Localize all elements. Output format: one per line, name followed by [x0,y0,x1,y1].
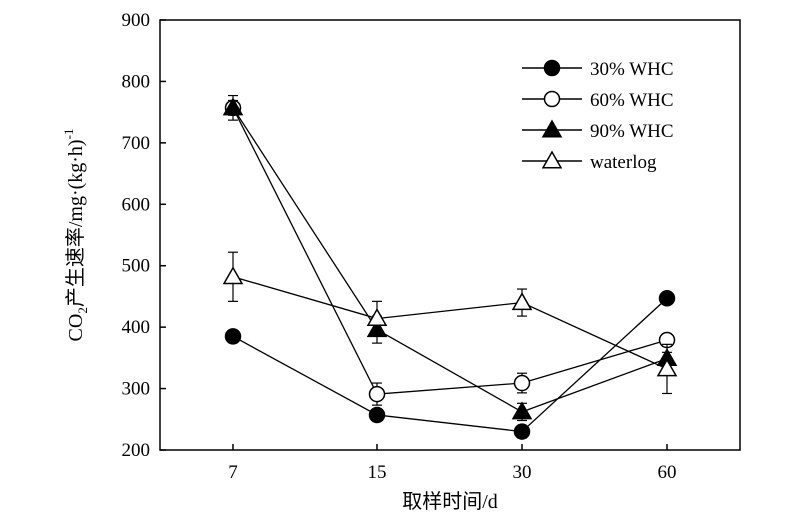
legend-item: 30% WHC [522,59,674,80]
data-point [224,328,242,345]
y-tick-label: 700 [122,133,151,154]
y-tick-label: 900 [122,10,151,31]
x-axis-title: 取样时间/d [402,490,498,513]
legend-label: waterlog [590,152,657,173]
y-axis-ticks: 200 300 400 500 600 700 800 900 [122,10,166,461]
legend-marker [543,90,561,108]
series-line [232,107,668,413]
series-line [232,107,668,395]
legend-label: 90% WHC [590,121,674,142]
y-tick-label: 800 [122,71,151,92]
series-1 [224,290,676,440]
x-tick-label: 7 [228,462,238,483]
legend-item: 90% WHC [522,119,674,142]
data-point [368,406,386,424]
series-3 [222,94,678,422]
x-tick-label: 60 [658,462,677,483]
legend-marker [541,150,563,169]
data-point [511,401,533,420]
data-point [513,423,531,440]
data-point [366,308,388,327]
legend-item: waterlog [522,150,657,173]
x-tick-label: 30 [513,462,532,483]
legend: 30% WHC 60% WHC 90% WHC waterlog [522,59,674,173]
legend-marker [541,119,563,138]
data-point [656,358,678,377]
y-tick-label: 200 [122,440,151,461]
legend-label: 30% WHC [590,59,674,80]
data-point [658,290,676,307]
y-axis-title: CO2产生速率/mg·(kg·h)-1 [61,129,90,342]
y-tick-label: 400 [122,317,151,338]
data-point [513,374,531,392]
legend-label: 60% WHC [590,90,674,111]
data-point [222,266,244,285]
series-4 [222,251,678,395]
data-point [511,292,533,311]
y-tick-label: 500 [122,256,151,277]
data-point [368,385,386,403]
y-tick-label: 600 [122,194,151,215]
data-point [222,97,244,116]
series-layer [222,94,678,440]
y-tick-label: 300 [122,379,151,400]
legend-marker [543,59,561,77]
legend-item: 60% WHC [522,90,674,111]
plot-frame [159,19,741,451]
series-2 [224,99,676,406]
plot-area [159,19,741,451]
x-tick-label: 15 [368,462,387,483]
x-axis-ticks: 7 15 30 60 [228,444,677,483]
series-line [232,276,668,370]
series-line [232,297,668,433]
